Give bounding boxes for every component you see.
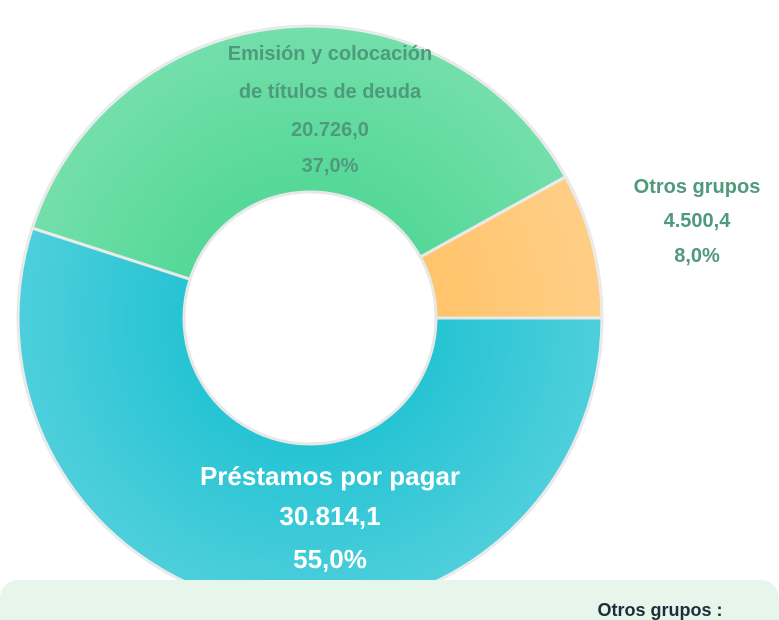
slice-label: Otros grupos 4.500,4 8,0% <box>634 176 761 267</box>
labels: Préstamos por pagar 30.814,1 55,0% Emisión … <box>200 43 760 574</box>
note: Otros grupos : <box>598 600 723 620</box>
percentage-label: 8,0% <box>674 245 720 267</box>
slice-label: Emisión y colocación de títulos de deuda 2… <box>228 43 433 177</box>
line: de títulos de deuda <box>239 81 422 103</box>
category-label: Otros grupos <box>634 176 761 198</box>
note-box <box>0 580 779 620</box>
category-label: Emisión y colocación de títulos de deuda <box>228 43 433 103</box>
value-label: 30.814,1 <box>279 501 380 531</box>
line: Emisión y colocación <box>228 43 433 65</box>
slice-label: Préstamos por pagar 30.814,1 55,0% <box>200 461 460 574</box>
value-label: 4.500,4 <box>664 210 732 232</box>
category-label: Préstamos por pagar <box>200 461 460 491</box>
percentage-label: 55,0% <box>293 544 367 574</box>
percentage-label: 37,0% <box>302 155 359 177</box>
value-label: 20.726,0 <box>291 119 369 141</box>
